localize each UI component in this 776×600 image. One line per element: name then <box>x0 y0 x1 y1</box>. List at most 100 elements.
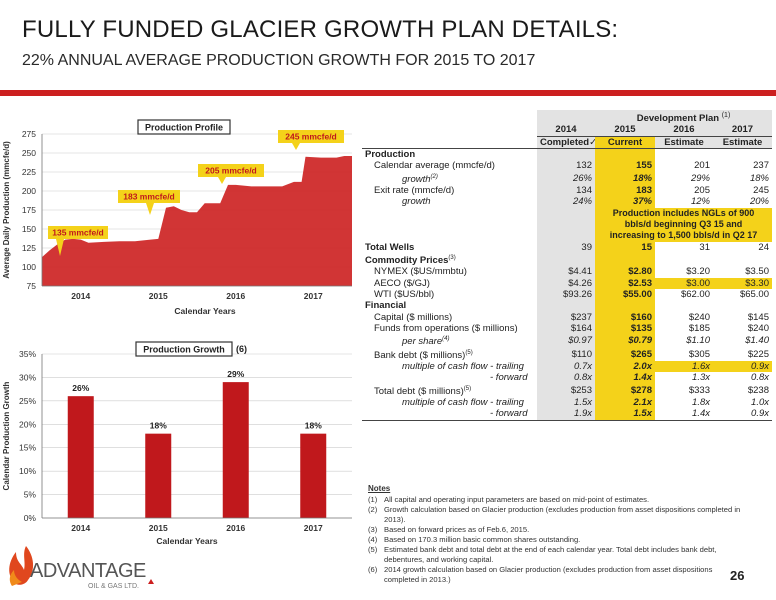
table-cell: $3.30 <box>713 277 772 289</box>
callout-arrow <box>146 203 154 215</box>
y-tick-label: 250 <box>22 148 36 158</box>
y-tick-label: 200 <box>22 186 36 196</box>
ngl-note-2: bbls/d beginning Q3 15 and <box>595 218 772 231</box>
x-tick-label: 2014 <box>71 291 90 301</box>
note-key: (3) <box>368 525 378 534</box>
per-share-note: (4) <box>442 336 450 343</box>
table-cell: 0.9x <box>713 408 772 421</box>
table-cell: 20% <box>749 196 769 208</box>
table-cell: $305 <box>688 348 710 360</box>
table-cell: 237 <box>753 160 769 172</box>
x-tick-label: 2016 <box>226 523 245 533</box>
table-cell: $62.00 <box>680 288 710 300</box>
note-item: (3) Based on forward prices as of Feb.6, … <box>368 525 748 535</box>
callout-label: 183 mmcfe/d <box>123 192 175 202</box>
y-tick-label: 100 <box>22 262 36 272</box>
logo-name: ADVANTAGE <box>30 560 146 582</box>
table-cell: $3.50 <box>745 266 769 278</box>
status-2017: Estimate <box>713 135 772 150</box>
status-2015: Current <box>595 135 655 150</box>
dev-plan-note: (1) <box>721 112 731 119</box>
callout-label: 135 mmcfe/d <box>52 228 104 238</box>
x-tick-label: 2015 <box>149 291 168 301</box>
y-tick-label: 5% <box>24 490 37 500</box>
table-cell: $237 <box>537 311 595 323</box>
note-key: (5) <box>368 545 378 554</box>
table-cell: $160 <box>595 311 655 323</box>
per-share-label: per share <box>402 336 443 348</box>
callout-box <box>48 226 108 239</box>
note-item: (6) 2014 growth calculation based on Glac… <box>368 565 748 585</box>
chart-title-box <box>137 119 231 135</box>
note-key: (1) <box>368 495 378 504</box>
table-cell: 205 <box>694 185 710 197</box>
ngl-note-1: Production includes NGLs of 900 <box>595 207 772 219</box>
table-cell: $1.10 <box>686 335 710 347</box>
year-2015: 2015 <box>595 124 655 137</box>
total-debt-note: (5) <box>463 385 472 392</box>
table-cell: $278 <box>595 383 655 398</box>
growth-bar <box>145 433 172 518</box>
table-cell: 1.5x <box>595 408 655 421</box>
growth-note: (2) <box>430 173 438 180</box>
note-text: Based on forward prices as of Feb.6, 201… <box>384 525 530 534</box>
y-tick-label: 35% <box>19 349 36 359</box>
table-cell: $240 <box>688 311 710 323</box>
table-cell: $240 <box>747 322 769 334</box>
table-cell: 18% <box>595 171 655 186</box>
bank-forward-label: - forward <box>490 372 528 384</box>
growth-bar <box>300 433 327 518</box>
callout-box <box>278 130 344 143</box>
table-cell: $333 <box>688 384 710 396</box>
growth2-label: growth <box>402 196 431 208</box>
chart-title: Production Profile <box>145 123 223 133</box>
table-cell: $135 <box>595 322 655 335</box>
x-tick-label: 2016 <box>226 291 245 301</box>
growth-bar <box>222 382 249 518</box>
page-title: FULLY FUNDED GLACIER GROWTH PLAN DETAILS… <box>22 16 619 43</box>
chart-title-note: (6) <box>236 344 247 354</box>
y-tick-label: 75 <box>27 281 37 291</box>
table-cell: 29% <box>690 172 710 184</box>
table-cell: $3.20 <box>686 266 710 278</box>
growth-label: growth <box>402 173 431 185</box>
table-cell: $55.00 <box>595 288 655 301</box>
note-item: (1) All capital and operating input param… <box>368 495 748 505</box>
table-cell: $2.53 <box>595 277 655 289</box>
table-cell: 24 <box>758 241 769 253</box>
y-tick-label: 20% <box>19 419 36 429</box>
table-cell: $0.97 <box>537 334 595 348</box>
callout-label: 205 mmcfe/d <box>205 166 257 176</box>
y-tick-label: 10% <box>19 466 36 476</box>
callout-arrow <box>56 239 64 256</box>
notes-title: Notes <box>368 484 391 493</box>
x-tick-label: 2015 <box>149 523 168 533</box>
x-axis-title: Calendar Years <box>174 306 236 316</box>
bank-debt-label: Bank debt ($ millions) <box>374 349 466 361</box>
y-tick-label: 225 <box>22 167 36 177</box>
year-2017: 2017 <box>713 124 772 137</box>
status-2014: Completed✓ <box>537 135 595 150</box>
header-rule <box>0 90 776 96</box>
table-cell: 183 <box>595 185 655 197</box>
table-cell: 1.6x <box>655 361 713 373</box>
production-area <box>42 156 352 286</box>
y-tick-label: 0% <box>24 513 37 523</box>
growth-bar <box>67 396 94 518</box>
table-cell: $265 <box>595 347 655 362</box>
note-item: (5) Estimated bank debt and total debt at… <box>368 545 748 565</box>
table-cell: 0.9x <box>713 361 772 373</box>
table-cell: 1.3x <box>692 372 710 384</box>
dev-plan-header: Development Plan (1) <box>595 110 772 125</box>
table-cell: $1.40 <box>745 335 769 347</box>
callout-box <box>198 164 264 177</box>
table-cell: $110 <box>537 347 595 362</box>
table-cell: 24% <box>537 196 595 208</box>
y-axis-title: Calendar Production Growth <box>2 381 11 490</box>
y-tick-label: 25% <box>19 396 36 406</box>
y-tick-label: 15% <box>19 443 36 453</box>
note-text: 2014 growth calculation based on Glacier… <box>384 565 713 584</box>
y-tick-label: 125 <box>22 243 36 253</box>
aeco-label: AECO ($/GJ) <box>374 277 430 289</box>
table-cell: 2.0x <box>595 361 655 373</box>
